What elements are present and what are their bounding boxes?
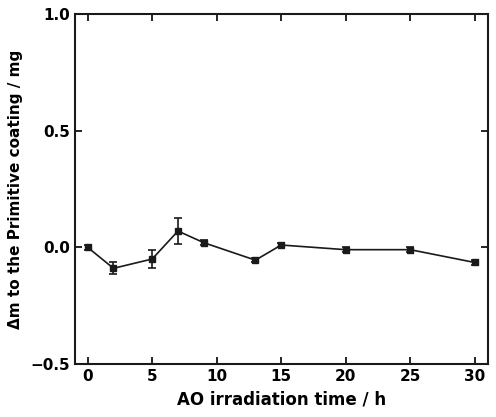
X-axis label: AO irradiation time / h: AO irradiation time / h — [177, 391, 386, 409]
Y-axis label: Δm to the Primitive coating / mg: Δm to the Primitive coating / mg — [8, 50, 23, 329]
